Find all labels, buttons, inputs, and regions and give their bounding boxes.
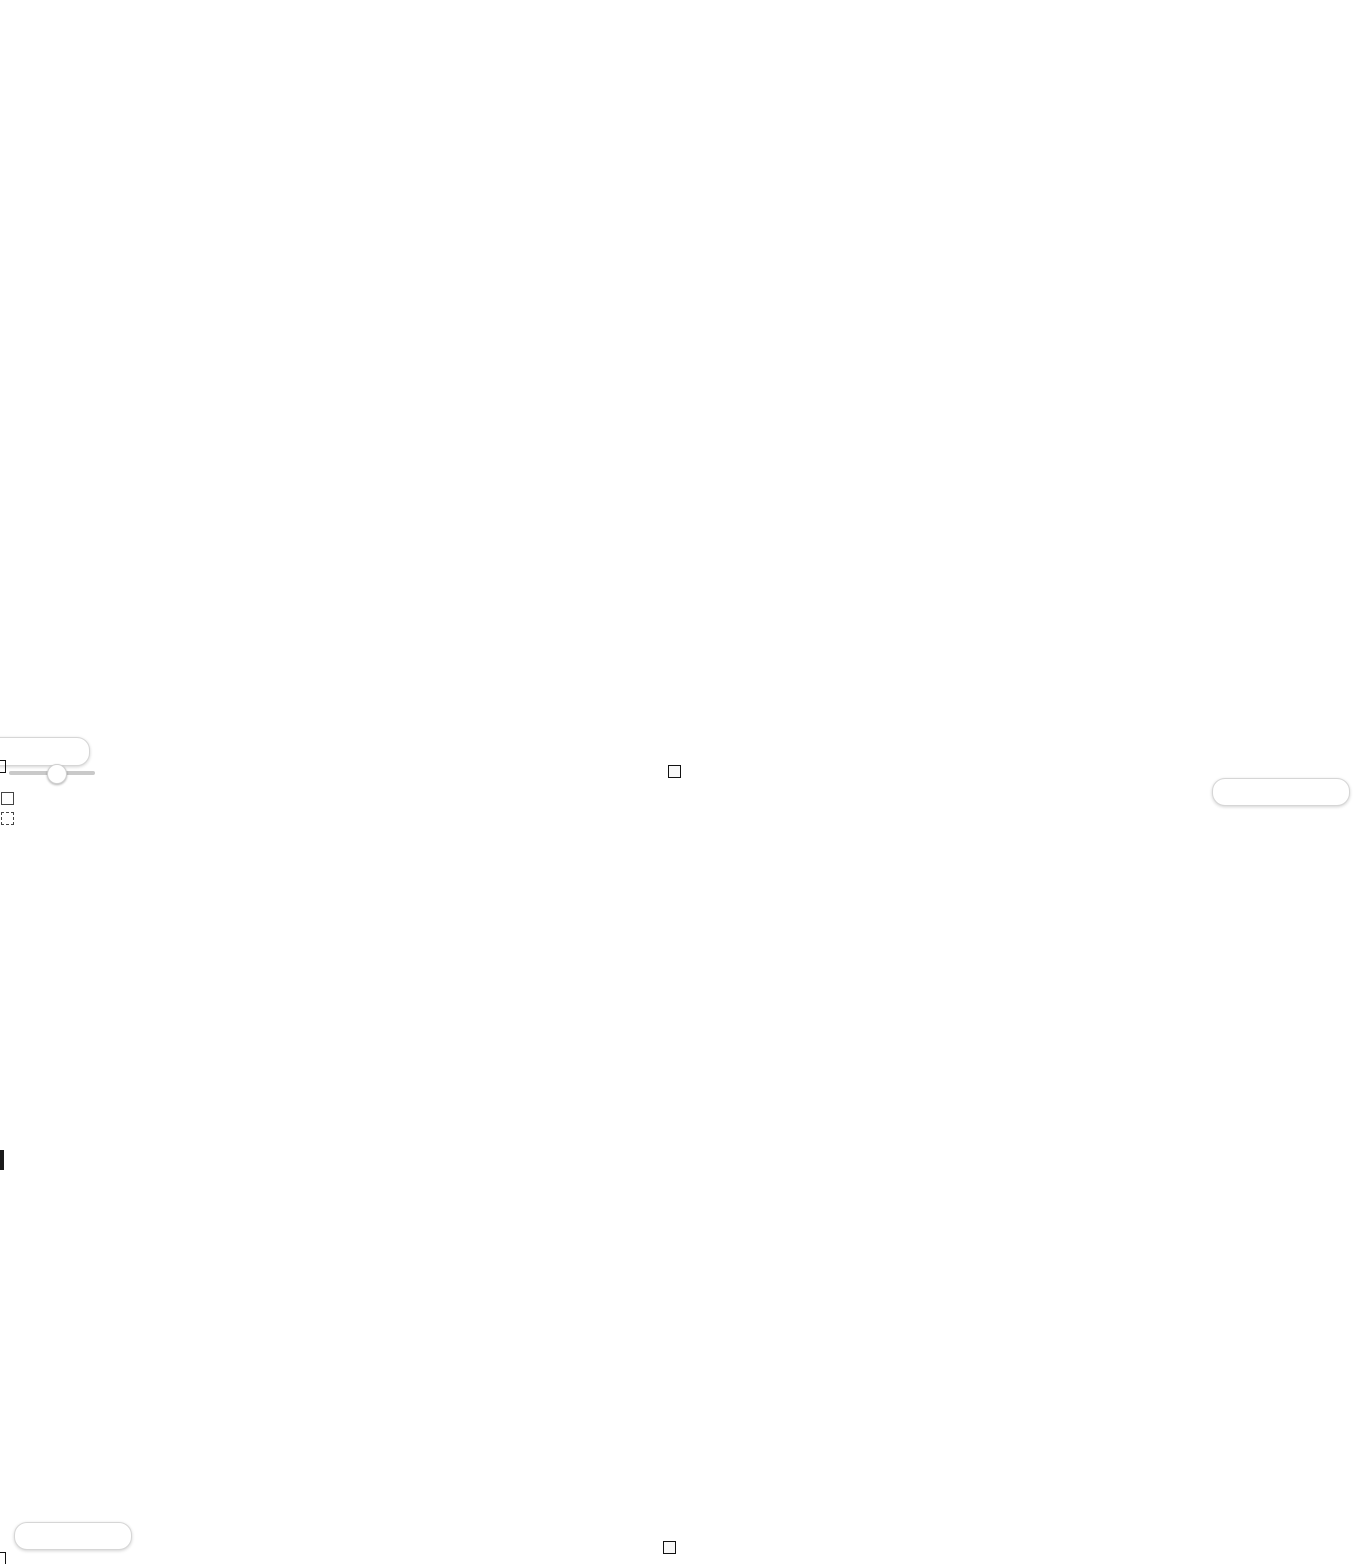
parameters-button-top[interactable] [0, 737, 90, 766]
speed-checkbox[interactable] [1, 792, 14, 805]
maxima-checkbox[interactable] [1256, 1475, 1276, 1495]
legend-row [1256, 1446, 1285, 1466]
doppler-checkbox[interactable] [1256, 1446, 1276, 1466]
maxima-checkbox[interactable] [1256, 689, 1276, 709]
legend-row [1256, 747, 1285, 767]
legend-row [1256, 689, 1285, 709]
vmg-checkbox[interactable] [1, 812, 14, 825]
left-edge-handle-bottom[interactable] [0, 1552, 6, 1564]
speed-toggle-row [1, 792, 23, 805]
layer-legend-bottom [1256, 1446, 1285, 1553]
layer-legend-top [1256, 660, 1285, 767]
legend-row [1256, 660, 1285, 680]
slider-thumb[interactable] [47, 764, 67, 784]
change-view-button[interactable] [1212, 778, 1350, 806]
left-edge-handle-top[interactable] [0, 760, 6, 773]
divider-handle-top[interactable] [668, 765, 681, 778]
freq-checkbox[interactable] [1256, 1533, 1276, 1553]
parameters-button-bottom[interactable] [14, 1522, 132, 1550]
legend-row [1256, 718, 1285, 738]
legend-row [1256, 1533, 1285, 1553]
vmg-toggle-row [1, 812, 23, 825]
divider-handle-bottom[interactable] [663, 1541, 676, 1554]
legend-row [1256, 1504, 1285, 1524]
left-axis-tick [0, 1150, 4, 1170]
doppler-checkbox[interactable] [1256, 660, 1276, 680]
averages-checkbox[interactable] [1256, 718, 1276, 738]
legend-row [1256, 1475, 1285, 1495]
speed-slider[interactable] [9, 764, 95, 784]
freq-checkbox[interactable] [1256, 747, 1276, 767]
averages-checkbox[interactable] [1256, 1504, 1276, 1524]
